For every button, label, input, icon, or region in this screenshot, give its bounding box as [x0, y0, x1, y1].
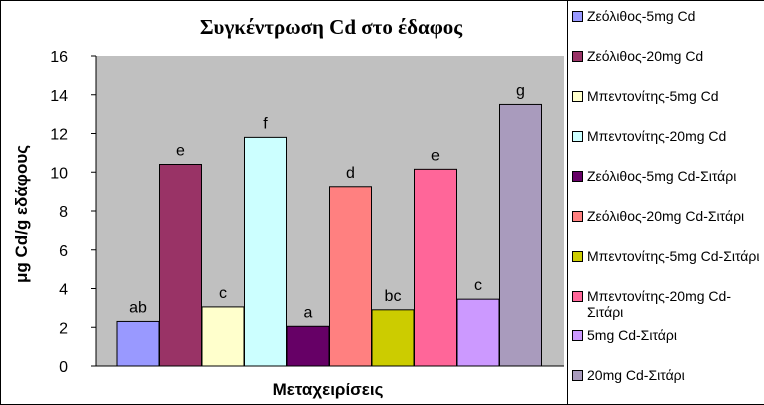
data-label-8: e — [431, 147, 440, 164]
legend-label: Ζεόλιθος-20mg Cd-Σιτάρι — [587, 208, 745, 224]
legend-label: Μπεντονίτης-20mg Cd-Σιτάρι — [587, 288, 731, 320]
bar-5 — [286, 325, 330, 367]
legend-label: 5mg Cd-Σιτάρι — [587, 327, 677, 343]
legend-swatch — [572, 291, 583, 302]
bar-8 — [414, 168, 457, 367]
legend-swatch — [572, 51, 583, 62]
y-tick-label: 16 — [50, 49, 68, 66]
legend-label: Ζεόλιθος-5mg Cd-Σιτάρι — [587, 168, 737, 184]
y-tick-label: 12 — [50, 127, 68, 144]
legend-swatch — [572, 131, 583, 142]
legend-item: Ζεόλιθος-5mg Cd-Σιτάρι — [572, 168, 760, 184]
x-axis-label: Μεταχειρίσεις — [273, 380, 384, 399]
bar-4 — [244, 136, 287, 367]
data-label-6: d — [346, 165, 355, 182]
legend-label: Ζεόλιθος-20mg Cd — [587, 48, 704, 64]
data-label-9: c — [474, 277, 482, 294]
y-tick-label: 6 — [59, 243, 68, 260]
legend-swatch — [572, 91, 583, 102]
y-tick-label: 8 — [59, 204, 68, 221]
legend-label: Μπεντονίτης-5mg Cd — [587, 88, 719, 104]
bar-2 — [159, 164, 202, 367]
legend-label: 20mg Cd-Σιτάρι — [587, 367, 685, 383]
legend-item: Μπεντονίτης-20mg Cd-Σιτάρι — [572, 288, 760, 320]
legend-swatch — [572, 211, 583, 222]
data-label-10: g — [516, 82, 525, 99]
y-tick-label: 10 — [50, 165, 68, 182]
y-tick-label: 14 — [50, 88, 68, 105]
bars — [116, 103, 542, 367]
data-label-1: ab — [129, 299, 147, 316]
legend-label: Ζεόλιθος-5mg Cd — [587, 8, 696, 24]
legend-label: Μπεντονίτης-5mg Cd-Σιτάρι — [587, 248, 760, 264]
legend-swatch — [572, 251, 583, 262]
y-tick-label: 0 — [59, 359, 68, 376]
legend-item: Μπεντονίτης-5mg Cd — [572, 88, 760, 104]
chart-title: Συγκέντρωση Cd στο έδαφος — [200, 15, 463, 39]
legend-item: Μπεντονίτης-20mg Cd — [572, 128, 760, 144]
legend: Ζεόλιθος-5mg Cd Ζεόλιθος-20mg Cd Μπεντονίτ… — [567, 1, 764, 404]
bar-9 — [456, 298, 500, 367]
legend-item: 5mg Cd-Σιτάρι — [572, 327, 760, 343]
legend-item: Ζεόλιθος-5mg Cd — [572, 8, 760, 24]
data-label-5: a — [304, 304, 313, 321]
bar-6 — [329, 186, 372, 367]
y-axis-label: μg Cd/g εδάφους — [12, 145, 31, 283]
data-label-2: e — [176, 143, 185, 160]
legend-swatch — [572, 330, 583, 341]
bar-chart: Συγκέντρωση Cd στο έδαφος 0246810121416 … — [12, 15, 564, 399]
y-tick-label: 2 — [59, 320, 68, 337]
legend-item: Ζεόλιθος-20mg Cd-Σιτάρι — [572, 208, 760, 224]
legend-swatch — [572, 11, 583, 22]
bar-1 — [116, 320, 160, 367]
data-label-7: bc — [385, 288, 402, 305]
y-tick-label: 4 — [59, 282, 68, 299]
legend-item: 20mg Cd-Σιτάρι — [572, 367, 760, 383]
data-label-4: f — [263, 115, 268, 132]
bar-3 — [201, 306, 245, 367]
legend-swatch — [572, 370, 583, 381]
legend-item: Ζεόλιθος-20mg Cd — [572, 48, 760, 64]
bar-10 — [499, 103, 542, 367]
legend-swatch — [572, 171, 583, 182]
data-label-3: c — [219, 285, 227, 302]
data-labels: ab e c f a d bc e c g — [129, 82, 525, 321]
legend-item: Μπεντονίτης-5mg Cd-Σιτάρι — [572, 248, 760, 264]
bar-7 — [371, 309, 415, 367]
legend-label: Μπεντονίτης-20mg Cd — [587, 128, 727, 144]
